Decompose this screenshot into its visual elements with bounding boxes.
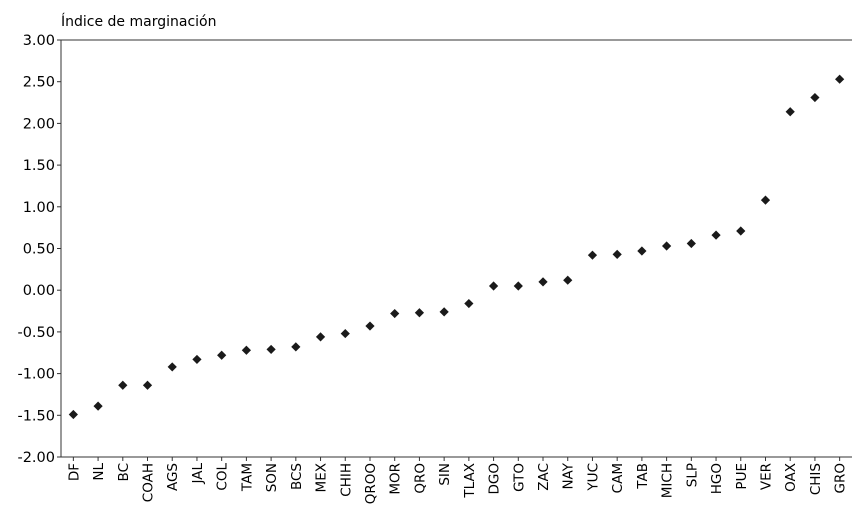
y-tick-label: -1.00 — [17, 367, 55, 383]
y-tick-label: 0.00 — [23, 283, 55, 299]
data-point-qroo — [365, 321, 375, 331]
x-tick-label: DGO — [487, 463, 503, 494]
x-tick-label: TAB — [635, 463, 651, 490]
data-point-sin — [439, 307, 449, 317]
y-tick-label: -2.00 — [17, 450, 55, 466]
x-tick-label: OAX — [783, 463, 799, 492]
x-tick-label: BC — [116, 463, 132, 481]
x-tick-label: ZAC — [536, 463, 552, 491]
data-point-gto — [513, 281, 523, 291]
x-tick-label: CAM — [610, 463, 626, 493]
x-tick-label: GTO — [511, 463, 527, 492]
x-tick-label: MICH — [660, 463, 676, 498]
data-point-nay — [563, 275, 573, 285]
x-tick-label: QROO — [363, 463, 379, 504]
x-tick-label: GRO — [833, 463, 849, 493]
data-point-slp — [686, 238, 696, 249]
data-point-hgo — [711, 230, 721, 240]
data-point-nl — [93, 401, 103, 411]
data-point-gro — [835, 74, 845, 84]
data-point-tlax — [464, 298, 474, 309]
x-tick-label: PUE — [734, 463, 750, 490]
x-tick-label: DF — [66, 463, 82, 481]
x-tick-label: TAM — [239, 463, 255, 492]
y-tick-label: 1.00 — [23, 200, 55, 216]
data-point-tab — [637, 246, 647, 256]
x-tick-label: COAH — [141, 463, 157, 502]
x-tick-label: JAL — [190, 463, 206, 485]
data-point-cam — [612, 249, 622, 259]
x-tick-label: SON — [264, 463, 280, 492]
axes — [60, 39, 852, 458]
data-point-bcs — [291, 342, 301, 352]
data-point-mich — [662, 241, 672, 251]
x-tick-label: SIN — [437, 463, 453, 486]
data-points — [68, 74, 845, 420]
data-point-col — [217, 350, 227, 360]
data-point-ags — [167, 362, 177, 372]
y-ticks: 3.00 2.50 2.00 1.50 1.00 0.50 0.00 -0.50 -1.00 -1… — [17, 33, 61, 466]
data-point-mex — [315, 332, 326, 342]
data-point-jal — [192, 354, 202, 365]
x-tick-label: VER — [758, 463, 774, 490]
data-point-dgo — [488, 281, 499, 291]
x-tick-label: NAY — [561, 462, 577, 489]
y-axis-title: Índice de marginación — [61, 13, 216, 30]
x-tick-label: TLAX — [462, 463, 478, 499]
data-point-df — [68, 409, 78, 420]
data-point-coah — [142, 380, 153, 390]
x-tick-label: HGO — [709, 463, 725, 494]
data-point-yuc — [587, 250, 598, 260]
y-tick-label: -1.50 — [17, 408, 55, 424]
data-point-pue — [736, 226, 746, 236]
data-point-son — [266, 344, 276, 355]
y-tick-label: 3.00 — [23, 33, 55, 49]
y-tick-label: 0.50 — [23, 242, 55, 258]
y-tick-label: 2.00 — [23, 116, 55, 132]
data-point-bc — [118, 380, 128, 390]
x-tick-label: SLP — [684, 463, 700, 487]
data-point-oax — [785, 107, 795, 117]
y-tick-label: -0.50 — [17, 325, 55, 341]
data-point-mor — [390, 308, 400, 319]
x-tick-label: MEX — [314, 463, 330, 492]
x-tick-label: YUC — [585, 463, 601, 492]
data-point-ver — [760, 195, 771, 205]
x-tick-label: BCS — [289, 463, 305, 490]
data-point-chis — [810, 92, 820, 103]
data-point-chih — [340, 328, 350, 339]
data-point-tam — [241, 345, 251, 355]
data-point-zac — [538, 277, 548, 287]
x-tick-label: NL — [91, 463, 107, 481]
x-ticks: DF NL BC COAH AGS JAL COL TAM SON BCS MEX CHIH QROO M… — [66, 457, 849, 504]
x-tick-label: CHIH — [338, 463, 354, 497]
x-tick-label: AGS — [165, 463, 181, 491]
data-point-qro — [414, 308, 425, 318]
y-tick-label: 1.50 — [23, 158, 55, 174]
x-tick-label: COL — [215, 463, 231, 491]
x-tick-label: MOR — [388, 463, 404, 495]
y-tick-label: 2.50 — [23, 75, 55, 91]
x-tick-label: CHIS — [808, 463, 824, 495]
x-tick-label: QRO — [412, 463, 428, 494]
